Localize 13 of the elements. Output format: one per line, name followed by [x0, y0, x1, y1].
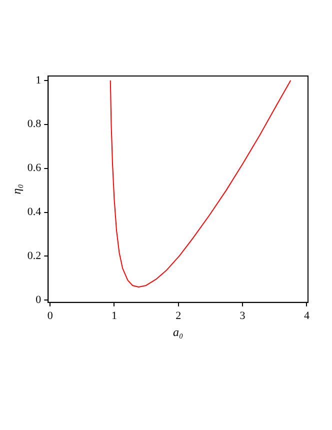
y-tick-label: 1 — [36, 74, 42, 86]
x-axis-title: a₀ — [172, 324, 184, 339]
y-tick-label: 0.4 — [27, 206, 42, 218]
x-tick-label: 3 — [240, 310, 246, 322]
y-tick-label: 0.8 — [27, 118, 42, 130]
x-tick-label: 4 — [304, 310, 310, 322]
y-axis-title: η₀ — [9, 184, 24, 194]
x-tick-label: 1 — [111, 310, 117, 322]
x-tick-label: 2 — [176, 310, 182, 322]
y-tick-label: 0.2 — [27, 250, 42, 262]
x-tick-label: 0 — [47, 310, 54, 322]
y-tick-label: 0.6 — [27, 162, 42, 174]
y-tick-label: 0 — [36, 294, 42, 306]
